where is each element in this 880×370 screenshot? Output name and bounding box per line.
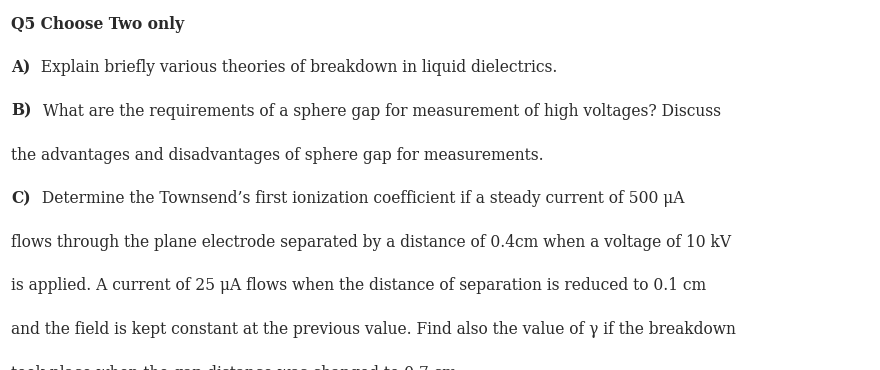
Text: the advantages and disadvantages of sphere gap for measurements.: the advantages and disadvantages of sphe… (11, 147, 544, 164)
Text: Determine the Townsend’s first ionization coefficient if a steady current of 500: Determine the Townsend’s first ionizatio… (37, 190, 685, 207)
Text: took place when the gap distance was changed to 0.7 cm.: took place when the gap distance was cha… (11, 365, 462, 370)
Text: What are the requirements of a sphere gap for measurement of high voltages? Disc: What are the requirements of a sphere ga… (38, 103, 721, 120)
Text: B): B) (11, 103, 32, 120)
Text: Explain briefly various theories of breakdown in liquid dielectrics.: Explain briefly various theories of brea… (36, 59, 558, 76)
Text: A): A) (11, 59, 31, 76)
Text: and the field is kept constant at the previous value. Find also the value of γ i: and the field is kept constant at the pr… (11, 321, 737, 338)
Text: Q5 Choose Two only: Q5 Choose Two only (11, 16, 185, 33)
Text: flows through the plane electrode separated by a distance of 0.4cm when a voltag: flows through the plane electrode separa… (11, 234, 731, 251)
Text: C): C) (11, 190, 31, 207)
Text: is applied. A current of 25 μA flows when the distance of separation is reduced : is applied. A current of 25 μA flows whe… (11, 278, 707, 295)
